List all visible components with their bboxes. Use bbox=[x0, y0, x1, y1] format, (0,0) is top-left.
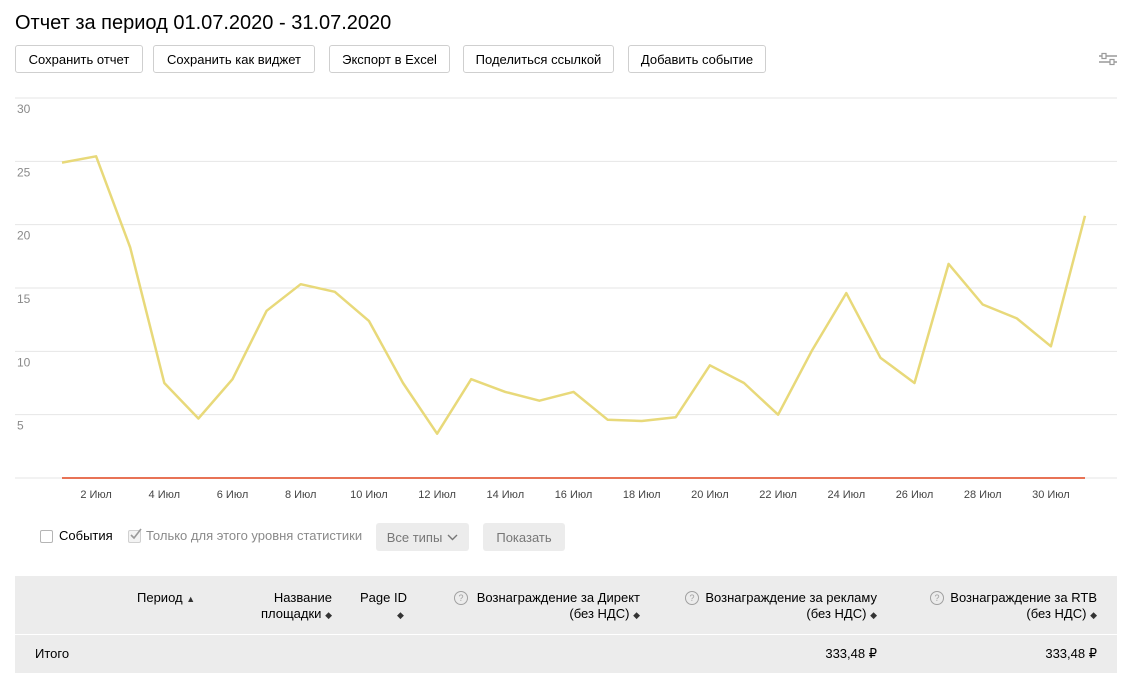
share-link-button[interactable]: Поделиться ссылкой bbox=[463, 45, 614, 73]
column-page-id-label: Page ID bbox=[360, 590, 407, 605]
x-tick-label: 2 Июл bbox=[80, 489, 112, 501]
x-tick-label: 8 Июл bbox=[285, 489, 317, 501]
column-period[interactable]: Период ▲ bbox=[137, 590, 195, 607]
y-tick-label: 10 bbox=[17, 355, 31, 369]
column-direct-label-2: (без НДС) bbox=[569, 606, 630, 621]
help-icon[interactable]: ? bbox=[454, 591, 468, 605]
x-tick-label: 6 Июл bbox=[217, 489, 249, 501]
page-title: Отчет за период 01.07.2020 - 31.07.2020 bbox=[15, 12, 392, 34]
sort-icon: ◆ bbox=[633, 610, 640, 620]
x-tick-label: 24 Июл bbox=[827, 489, 865, 501]
x-axis: 2 Июл 4 Июл 6 Июл 8 Июл 10 Июл 12 Июл 14 Июл 16… bbox=[80, 489, 1069, 501]
column-direct-label: Вознаграждение за Директ bbox=[476, 590, 640, 605]
sort-icon: ◆ bbox=[1090, 610, 1097, 620]
column-direct-reward[interactable]: Вознаграждение за Директ (без НДС) ◆ bbox=[470, 590, 640, 623]
total-label: Итого bbox=[35, 646, 70, 661]
x-tick-label: 28 Июл bbox=[964, 489, 1002, 501]
column-rtb-label-2: (без НДС) bbox=[1026, 606, 1087, 621]
add-event-button[interactable]: Добавить событие bbox=[628, 45, 766, 73]
events-label: События bbox=[59, 528, 113, 543]
total-rtb-value: 333,48 ₽ bbox=[1045, 646, 1097, 661]
show-button[interactable]: Показать bbox=[483, 523, 565, 551]
x-tick-label: 12 Июл bbox=[418, 489, 456, 501]
column-ads-label: Вознаграждение за рекламу bbox=[705, 590, 877, 605]
save-report-button[interactable]: Сохранить отчет bbox=[15, 45, 143, 73]
x-tick-label: 10 Июл bbox=[350, 489, 388, 501]
y-tick-label: 5 bbox=[17, 419, 24, 433]
column-site-name[interactable]: Название площадки ◆ bbox=[242, 590, 332, 623]
x-tick-label: 22 Июл bbox=[759, 489, 797, 501]
y-tick-label: 15 bbox=[17, 292, 31, 306]
x-tick-label: 18 Июл bbox=[623, 489, 661, 501]
save-widget-button[interactable]: Сохранить как виджет bbox=[153, 45, 315, 73]
column-period-label: Период bbox=[137, 590, 183, 605]
sort-icon: ◆ bbox=[870, 610, 877, 620]
statistics-table: Период ▲ Название площадки ◆ Page ID ◆ ?… bbox=[15, 576, 1117, 674]
sort-icon: ◆ bbox=[397, 610, 404, 620]
x-tick-label: 30 Июл bbox=[1032, 489, 1070, 501]
column-page-id[interactable]: Page ID ◆ bbox=[360, 590, 420, 623]
line-chart: 5 10 15 20 25 30 2 Июл 4 Июл 6 Июл 8 Июл 10 Июл 12… bbox=[15, 97, 1117, 501]
x-tick-label: 16 Июл bbox=[555, 489, 593, 501]
x-tick-label: 26 Июл bbox=[896, 489, 934, 501]
column-ads-label-2: (без НДС) bbox=[806, 606, 867, 621]
all-types-dropdown[interactable]: Все типы bbox=[376, 523, 469, 551]
sort-asc-icon: ▲ bbox=[186, 594, 196, 604]
sort-icon: ◆ bbox=[325, 610, 332, 620]
column-ads-reward[interactable]: Вознаграждение за рекламу (без НДС) ◆ bbox=[701, 590, 877, 623]
chart-series bbox=[61, 155, 1087, 479]
y-tick-label: 25 bbox=[17, 165, 31, 179]
sliders-icon[interactable] bbox=[1099, 52, 1117, 66]
table-total-row: Итого 333,48 ₽ 333,48 ₽ bbox=[15, 635, 1117, 673]
all-types-label: Все типы bbox=[386, 529, 443, 545]
column-rtb-reward[interactable]: Вознаграждение за RTB (без НДС) ◆ bbox=[946, 590, 1097, 623]
x-tick-label: 4 Июл bbox=[149, 489, 181, 501]
column-site-name-label: Название bbox=[273, 590, 332, 605]
only-level-checkbox[interactable] bbox=[128, 528, 142, 543]
column-rtb-label: Вознаграждение за RTB bbox=[950, 590, 1097, 605]
check-icon bbox=[130, 528, 142, 540]
events-filter-bar: События Только для этого уровня статисти… bbox=[0, 520, 1122, 552]
total-ads-value: 333,48 ₽ bbox=[825, 646, 877, 661]
x-tick-label: 14 Июл bbox=[486, 489, 524, 501]
column-site-name-label-2: площадки bbox=[260, 606, 322, 621]
chart-grid bbox=[15, 97, 1117, 479]
table-header: Период ▲ Название площадки ◆ Page ID ◆ ?… bbox=[15, 576, 1117, 634]
series-line-1[interactable] bbox=[61, 155, 1087, 435]
export-excel-button[interactable]: Экспорт в Excel bbox=[329, 45, 450, 73]
y-tick-label: 20 bbox=[17, 229, 31, 243]
help-icon[interactable]: ? bbox=[685, 591, 699, 605]
y-tick-label: 30 bbox=[17, 102, 31, 116]
only-level-label: Только для этого уровня статистики bbox=[146, 528, 363, 543]
x-tick-label: 20 Июл bbox=[691, 489, 729, 501]
y-axis: 5 10 15 20 25 30 bbox=[17, 102, 31, 433]
events-checkbox[interactable] bbox=[40, 530, 53, 543]
help-icon[interactable]: ? bbox=[930, 591, 944, 605]
chevron-down-icon bbox=[447, 534, 458, 540]
